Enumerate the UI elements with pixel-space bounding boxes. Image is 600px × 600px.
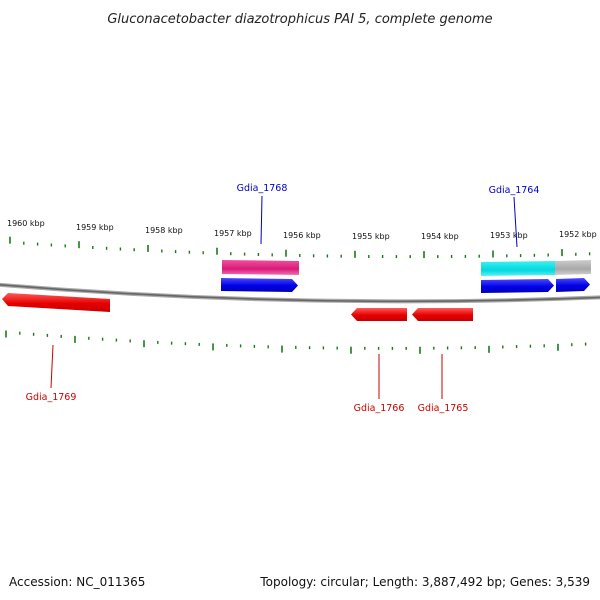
gene-arrow-gdia-1768[interactable] <box>221 278 298 292</box>
ruler-label-1955kbp: 1955 kbp <box>352 232 390 241</box>
ruler-label-1953kbp: 1953 kbp <box>490 231 528 240</box>
feature-gray[interactable] <box>555 260 591 275</box>
ruler-label-1960kbp: 1960 kbp <box>7 219 45 228</box>
ruler-label-1954kbp: 1954 kbp <box>421 232 459 241</box>
gene-arrow-gdia-1764[interactable] <box>481 279 554 293</box>
gene-arrow-gdia-1766[interactable] <box>351 308 407 321</box>
gene-label-gdia-1764[interactable]: Gdia_1764 <box>489 185 540 196</box>
leader-line-gdia-1764 <box>513 196 518 248</box>
gene-label-gdia-1769[interactable]: Gdia_1769 <box>26 392 77 403</box>
gene-label-gdia-1766[interactable]: Gdia_1766 <box>354 403 405 414</box>
gene-arrow-gdia-1769[interactable] <box>2 293 110 312</box>
ruler-label-1957kbp: 1957 kbp <box>214 229 252 238</box>
ruler-label-1958kbp: 1958 kbp <box>145 226 183 235</box>
genome-backbone-core <box>0 284 600 303</box>
ruler-label-1952kbp: 1952 kbp <box>559 230 597 239</box>
gene-label-gdia-1768[interactable]: Gdia_1768 <box>237 183 288 194</box>
lower-ruler-ticks <box>5 330 587 354</box>
upper-ruler-ticks <box>9 236 591 259</box>
gene-label-gdia-1765[interactable]: Gdia_1765 <box>418 403 469 414</box>
map-title: Gluconacetobacter diazotrophicus PAI 5, … <box>107 12 492 27</box>
leader-line-gdia-1768 <box>260 195 263 245</box>
ruler-label-1959kbp: 1959 kbp <box>76 223 114 232</box>
gene-arrow-gdia-1765[interactable] <box>412 308 473 321</box>
feature-cyan[interactable] <box>481 261 555 276</box>
accession-text: Accession: NC_011365 <box>9 575 145 589</box>
ruler-label-1956kbp: 1956 kbp <box>283 231 321 240</box>
genome-summary-text: Topology: circular; Length: 3,887,492 bp… <box>259 575 590 589</box>
gene-arrow-gdia-1763[interactable] <box>556 278 590 292</box>
leader-line-gdia-1769 <box>50 344 54 389</box>
feature-pink[interactable] <box>222 260 299 275</box>
